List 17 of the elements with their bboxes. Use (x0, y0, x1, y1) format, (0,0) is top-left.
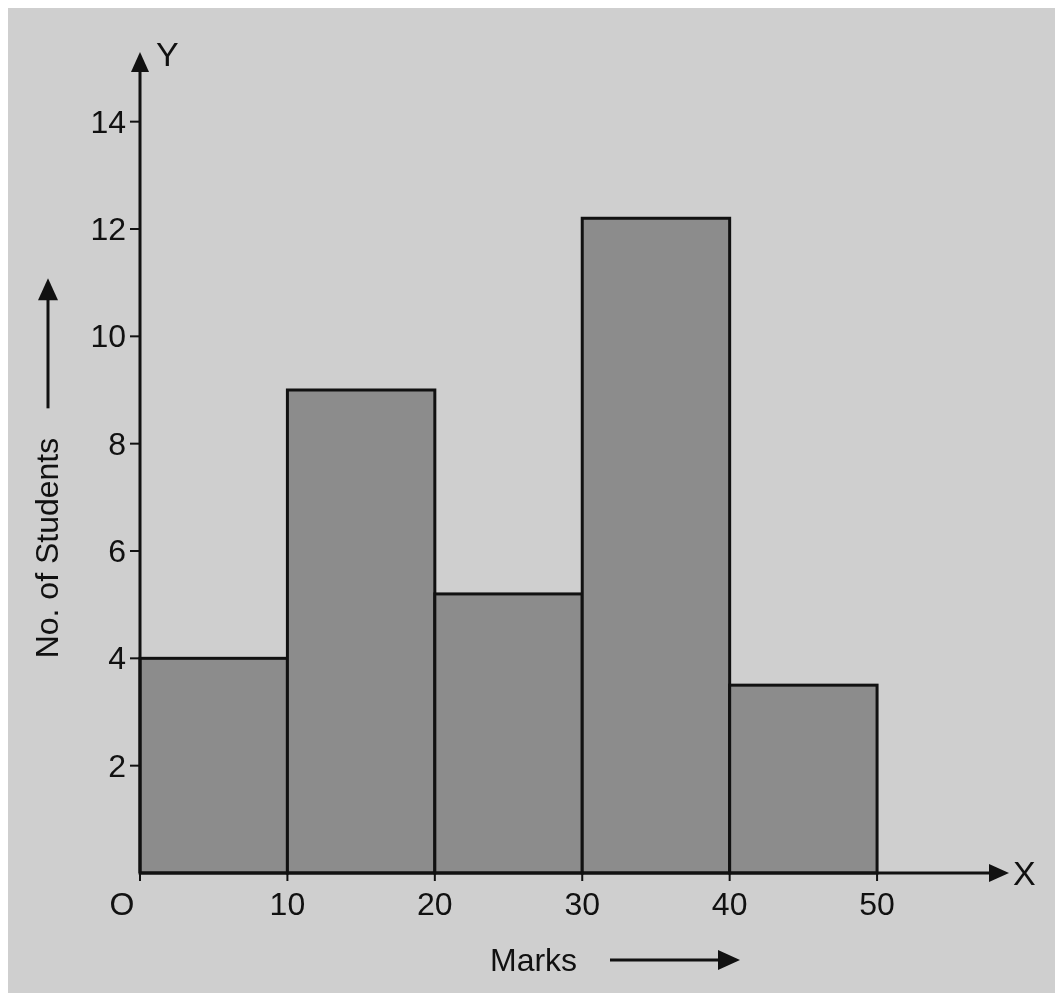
y-tick-label: 10 (90, 318, 126, 355)
y-tick-label: 12 (90, 211, 126, 247)
y-tick-label: 6 (108, 533, 126, 569)
y-axis-title: No. of Students (29, 437, 65, 659)
y-tick-label: 4 (108, 640, 126, 677)
x-tick-label: 10 (269, 886, 306, 922)
x-tick-label: O (109, 886, 135, 922)
y-tick-label: 2 (108, 747, 126, 784)
x-tick-label: 30 (564, 886, 601, 922)
x-tick-label: 20 (417, 886, 453, 922)
x-axis-title: Marks (490, 942, 578, 978)
y-tick-label: 8 (108, 425, 126, 462)
annotation: Y (156, 35, 179, 73)
text: X (1013, 854, 1036, 892)
x-tick-label: 40 (711, 886, 748, 922)
x-tick-label: 50 (859, 886, 895, 922)
y-tick-label: 14 (90, 103, 126, 140)
